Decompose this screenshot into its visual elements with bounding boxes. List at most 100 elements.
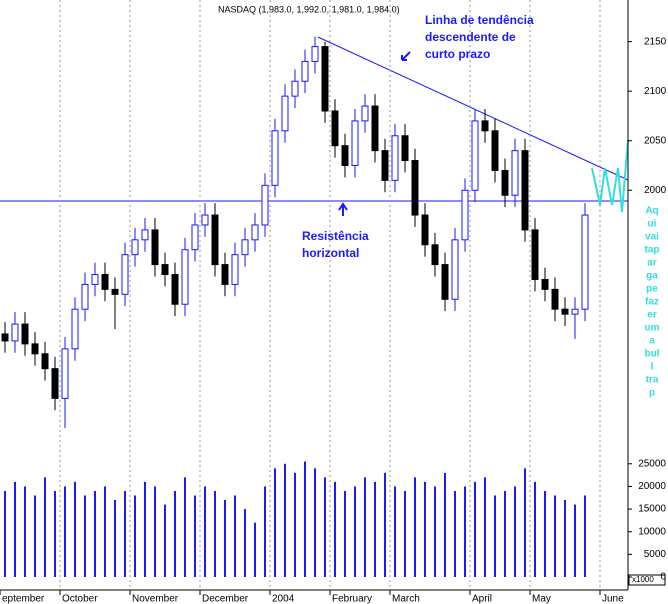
annotation: um bbox=[645, 323, 660, 334]
candle-body bbox=[121, 254, 129, 295]
annotation: Resistência bbox=[302, 229, 369, 243]
candle-body bbox=[101, 274, 109, 290]
volume-bar bbox=[254, 522, 256, 577]
volume-bar bbox=[74, 481, 76, 577]
chart-title: NASDAQ (1,983.0, 1,992.0, 1,981.0, 1,984… bbox=[218, 4, 400, 14]
candle-body bbox=[201, 214, 209, 226]
annotation: curto prazo bbox=[425, 47, 490, 61]
volume-bar bbox=[154, 486, 156, 577]
candle-body bbox=[301, 60, 309, 82]
candle-body bbox=[191, 224, 199, 251]
y-tick-label: 15000 bbox=[638, 504, 666, 515]
annotation: ui bbox=[648, 219, 657, 230]
candle-body bbox=[551, 288, 559, 310]
annotation: tra bbox=[646, 375, 659, 386]
volume-bar bbox=[544, 490, 546, 577]
volume-bar bbox=[54, 490, 56, 577]
volume-bar bbox=[474, 481, 476, 577]
volume-bar bbox=[64, 486, 66, 577]
volume-bar bbox=[174, 490, 176, 577]
annotation: horizontal bbox=[302, 246, 359, 260]
volume-bar bbox=[364, 477, 366, 577]
volume-bar bbox=[394, 486, 396, 577]
annotation: l bbox=[651, 362, 654, 373]
candle-body bbox=[91, 274, 99, 285]
volume-bar bbox=[434, 486, 436, 577]
volume-bar bbox=[554, 495, 556, 577]
annotation: vai bbox=[645, 232, 659, 243]
candle-body bbox=[11, 323, 19, 342]
candle-body bbox=[471, 120, 479, 191]
volume-bar bbox=[14, 481, 16, 577]
volume-bar bbox=[484, 477, 486, 577]
candle-body bbox=[181, 249, 189, 305]
candle-body bbox=[321, 46, 329, 112]
unit-box bbox=[628, 574, 666, 586]
volume-bar bbox=[264, 486, 266, 577]
volume-bar bbox=[514, 486, 516, 577]
volume-bar bbox=[504, 490, 506, 577]
unit-label: x1000 bbox=[632, 575, 654, 584]
candle-body bbox=[401, 135, 409, 162]
volume-bar bbox=[334, 481, 336, 577]
volume-bar bbox=[494, 495, 496, 577]
volume-bar bbox=[314, 468, 316, 577]
candle-body bbox=[141, 229, 149, 241]
x-tick-label: May bbox=[532, 594, 551, 604]
volume-bar bbox=[404, 490, 406, 577]
volume-bar bbox=[534, 481, 536, 577]
volume-bar bbox=[444, 472, 446, 577]
volume-bar bbox=[104, 486, 106, 577]
annotation: p bbox=[649, 388, 655, 399]
candle-body bbox=[281, 95, 289, 132]
candle-body bbox=[411, 160, 419, 216]
candle-body bbox=[271, 130, 279, 186]
candle-body bbox=[541, 278, 549, 290]
y-tick-label: 5000 bbox=[644, 549, 667, 560]
candle-body bbox=[291, 80, 299, 97]
volume-bar bbox=[144, 481, 146, 577]
candle-body bbox=[561, 308, 569, 315]
candle-body bbox=[581, 214, 589, 310]
annotation: ar bbox=[647, 258, 657, 269]
volume-bar bbox=[304, 461, 306, 577]
candle-body bbox=[211, 214, 219, 266]
volume-bar bbox=[244, 509, 246, 577]
candle-body bbox=[511, 150, 519, 196]
volume-bar bbox=[564, 500, 566, 577]
x-tick-label: February bbox=[332, 594, 372, 604]
volume-bar bbox=[584, 495, 586, 577]
candle-body bbox=[151, 229, 159, 266]
candle-body bbox=[361, 105, 369, 122]
candle-body bbox=[161, 264, 169, 276]
volume-bar bbox=[294, 472, 296, 577]
candle-body bbox=[521, 150, 529, 231]
x-tick-label: December bbox=[202, 594, 249, 604]
candle-body bbox=[251, 224, 259, 241]
annotation: tap bbox=[645, 245, 660, 256]
annotation: Aq bbox=[645, 206, 658, 217]
volume-bar bbox=[384, 472, 386, 577]
candle-body bbox=[491, 130, 499, 171]
candle-body bbox=[1, 333, 9, 342]
candle-body bbox=[441, 264, 449, 300]
y-tick-label: 20000 bbox=[638, 481, 666, 492]
y-tick-label: 10000 bbox=[638, 526, 666, 537]
candle-body bbox=[231, 254, 239, 285]
candle-body bbox=[21, 323, 29, 345]
volume-bar bbox=[234, 495, 236, 577]
annotation: a bbox=[649, 336, 655, 347]
volume-bar bbox=[574, 504, 576, 577]
annotation: descendente de bbox=[425, 30, 516, 44]
y-tick-label: 2100 bbox=[644, 86, 667, 97]
volume-bar bbox=[114, 500, 116, 577]
candle-body bbox=[461, 189, 469, 241]
arrow bbox=[401, 51, 411, 61]
volume-bar bbox=[464, 486, 466, 577]
arrow bbox=[338, 202, 348, 216]
annotation: faz bbox=[645, 297, 659, 308]
candle-body bbox=[111, 288, 119, 295]
candle-body bbox=[451, 239, 459, 300]
volume-bar bbox=[164, 504, 166, 577]
x-tick-label: 2004 bbox=[272, 594, 295, 604]
